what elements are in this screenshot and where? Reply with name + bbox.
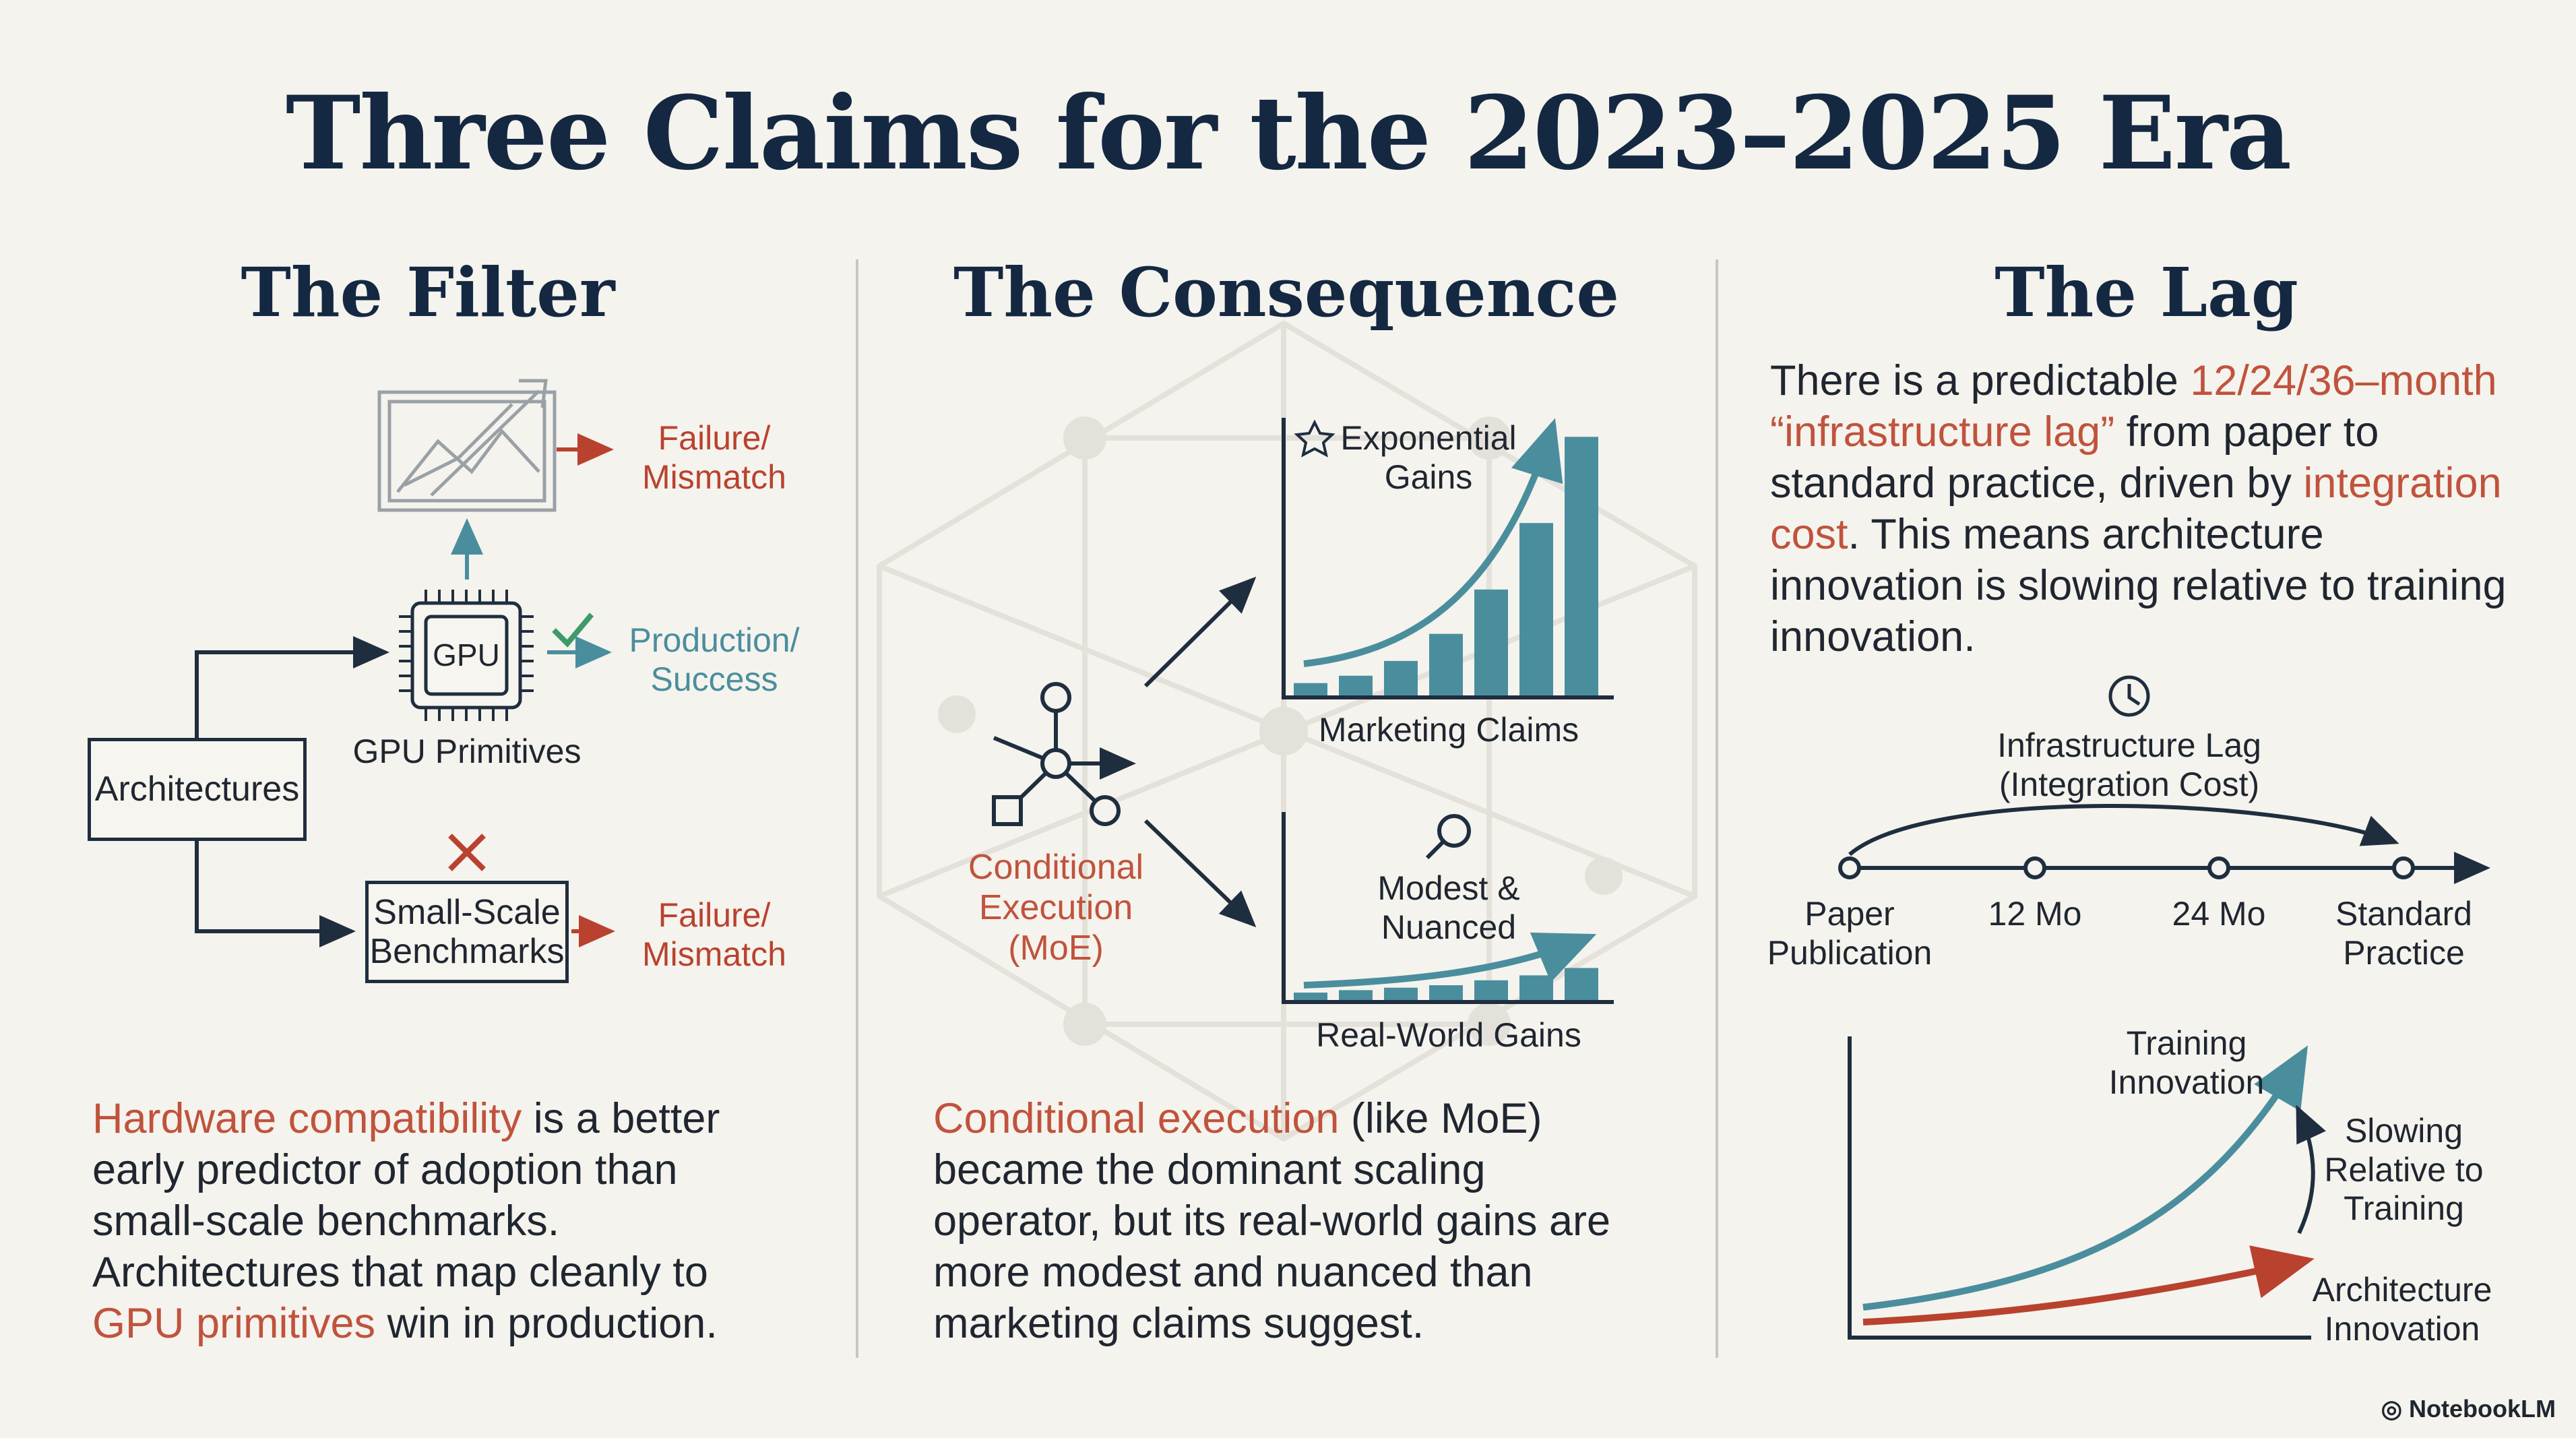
page-title: Three Claims for the 2023–2025 Era [285, 74, 2292, 193]
lag-label: Infrastructure Lag (Integration Cost) [1997, 726, 2261, 803]
modest-label: Modest & Nuanced [1377, 869, 1520, 946]
small-scale-box: Small-Scale Benchmarks [365, 881, 569, 983]
lag-arc [1848, 804, 2399, 856]
arrow-arch-gpu [195, 636, 389, 738]
marketing-curve [1303, 418, 1563, 667]
consequence-highlight: Conditional execution [933, 1095, 1340, 1142]
filter-paragraph: Hardware compatibility is a better early… [92, 1093, 800, 1349]
brand-label: NotebookLM [2409, 1395, 2556, 1423]
marketing-bars [1294, 437, 1598, 695]
marketing-bar-4 [1429, 633, 1463, 695]
brand-icon: ◎ [2381, 1395, 2410, 1423]
training-curve [1862, 1045, 2308, 1311]
marketing-label: Marketing Claims [1318, 711, 1579, 749]
lag-highlight-1: 12/24/36–month “infrastructure lag” [1770, 357, 2497, 456]
marketing-bar-7 [1565, 437, 1598, 695]
failure-bottom-label: Failure/ Mismatch [642, 896, 786, 973]
realworld-bar-2 [1339, 990, 1373, 1000]
marketing-axes [1282, 418, 1614, 699]
divider-right [1716, 259, 1718, 1358]
timeline-label-0: Paper Publication [1767, 895, 1933, 972]
filter-text-1: is a better early predictor of adoption … [92, 1095, 720, 1296]
architecture-label: Architecture Innovation [2312, 1271, 2492, 1348]
architecture-curve [1862, 1245, 2315, 1325]
slowing-arrow [2296, 1104, 2326, 1234]
conditional-label: Conditional Execution (MoE) [968, 848, 1144, 968]
timeline-nodes [1838, 856, 2415, 879]
arrow-moe-marketing [1143, 576, 1257, 688]
filter-highlight-1: Hardware compatibility [92, 1095, 522, 1142]
filter-highlight-2: GPU primitives [92, 1300, 376, 1347]
realworld-curve [1303, 932, 1597, 989]
lag-heading: The Lag [1994, 253, 2298, 332]
timeline-label-3: Standard Practice [2335, 895, 2472, 972]
innovation-axes [1848, 1036, 2311, 1340]
realworld-bar-3 [1384, 987, 1418, 1000]
star-icon [1294, 419, 1336, 458]
cross-icon [448, 834, 486, 871]
marketing-bar-5 [1474, 589, 1508, 695]
architectures-box: Architectures [88, 738, 307, 841]
lag-text-1: There is a predictable [1770, 357, 2191, 404]
realworld-bar-6 [1519, 975, 1553, 1000]
realworld-bar-1 [1294, 993, 1327, 1000]
divider-left [856, 259, 858, 1358]
brand-logo: ◎ NotebookLM [2381, 1395, 2556, 1423]
realworld-bar-7 [1565, 968, 1598, 1000]
clock-icon [2108, 675, 2150, 717]
realworld-axes [1282, 812, 1614, 1004]
lag-text-3: . This means architecture innovation is … [1770, 511, 2507, 660]
gpu-chip-icon [399, 590, 534, 721]
filter-text-2: win in production. [375, 1300, 718, 1347]
lag-highlight-2: integration cost [1770, 460, 2502, 558]
marketing-bar-6 [1519, 523, 1553, 695]
consequence-heading: The Consequence [953, 253, 1619, 332]
check-icon [552, 613, 594, 648]
filter-heading: The Filter [241, 253, 615, 332]
timeline-label-2: 24 Mo [2172, 895, 2266, 933]
success-label: Production/ Success [629, 621, 800, 698]
realworld-bar-4 [1429, 985, 1463, 1000]
exponential-label: Exponential Gains [1340, 419, 1517, 496]
slowing-label: Slowing Relative to Training [2324, 1112, 2484, 1227]
magnifier-icon [1425, 814, 1471, 860]
realworld-bar-5 [1474, 980, 1508, 1000]
marketing-bar-3 [1384, 660, 1418, 695]
training-label: Training Innovation [2108, 1024, 2265, 1101]
marketing-bar-1 [1294, 683, 1327, 695]
realworld-label: Real-World Gains [1316, 1016, 1581, 1054]
arrow-arch-smallscale [195, 841, 356, 947]
chart-failure-icon [377, 379, 557, 512]
lag-paragraph: There is a predictable 12/24/36–month “i… [1770, 355, 2525, 662]
gpu-chip-label: GPU [433, 637, 500, 673]
moe-icon [992, 682, 1136, 826]
arrow-moe-realworld [1143, 819, 1257, 928]
lag-text-2: from paper to standard practice, driven … [1770, 408, 2379, 507]
timeline-label-1: 12 Mo [1988, 895, 2082, 933]
failure-top-label: Failure/ Mismatch [642, 419, 786, 496]
consequence-paragraph: Conditional execution (like MoE) became … [933, 1093, 1654, 1349]
gpu-primitives-label: GPU Primitives [352, 732, 582, 770]
marketing-bar-2 [1339, 675, 1373, 695]
consequence-text: (like MoE) became the dominant scaling o… [933, 1095, 1611, 1347]
